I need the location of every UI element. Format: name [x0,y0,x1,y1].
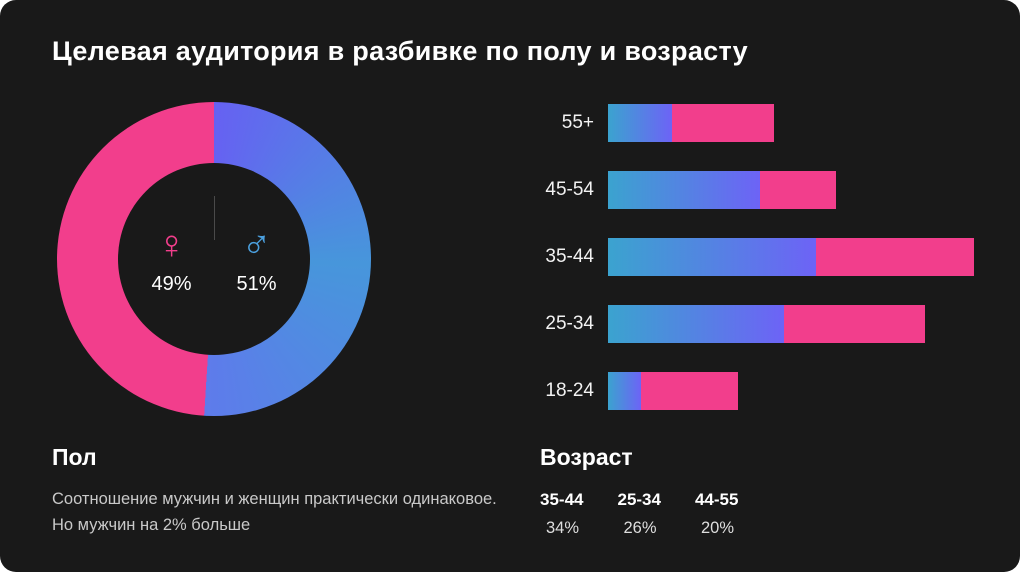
age-bars: 55+ 45-54 35-44 25-34 18-24 [528,104,998,439]
gender-male-stat: ♂ 51% [237,223,277,296]
age-bar-row: 55+ [528,104,998,142]
female-percent: 49% [151,272,192,295]
age-bar-row: 35-44 [528,238,998,276]
age-bar-label: 18-24 [545,380,594,401]
age-stat-label: 44-55 [694,490,739,509]
age-bar-label: 45-54 [545,179,594,200]
age-bar [608,372,738,410]
age-bar-row: 25-34 [528,305,998,343]
age-stat-label: 35-44 [540,490,584,509]
age-bar-label: 25-34 [545,313,594,334]
age-stats: 35-44 34% 25-34 26% 44-55 20% [540,490,738,538]
age-stat-value: 20% [700,519,734,537]
gender-donut-hole [118,163,310,355]
page-title: Целевая аудитория в разбивке по полу и в… [52,36,748,66]
age-bar-blue-segment [608,305,784,343]
age-stat-label: 25-34 [617,490,661,509]
age-bar-row: 18-24 [528,372,998,410]
gender-donut-ring: ♀ 49% ♂ 51% [57,102,371,416]
gender-female-stat: ♀ 49% [151,223,191,296]
female-icon: ♀ [156,222,187,267]
age-bar [608,171,836,209]
age-bar-blue-segment [608,171,760,209]
age-bar-label: 35-44 [545,246,594,267]
age-stat: 35-44 34% [540,490,583,538]
age-bar-pink-segment [784,305,925,343]
gender-section-heading: Пол [52,444,97,470]
age-bar-label: 55+ [561,112,594,133]
age-bar-blue-segment [608,104,672,142]
age-stat-value: 34% [546,519,580,537]
age-stat: 25-34 26% [617,490,660,538]
age-bar [608,104,774,142]
age-bar-row: 45-54 [528,171,998,209]
age-stat: 44-55 20% [695,490,738,538]
age-bar [608,238,974,276]
male-icon: ♂ [241,222,272,267]
age-bar-pink-segment [672,104,774,142]
age-bar-pink-segment [641,372,738,410]
divider [213,196,215,240]
gender-section-description: Соотношение мужчин и женщин практически … [52,490,497,534]
age-bar-blue-segment [608,372,641,410]
gender-donut-center: ♀ 49% ♂ 51% [57,102,371,416]
male-percent: 51% [236,272,277,295]
age-bar-pink-segment [816,238,974,276]
age-bar [608,305,925,343]
age-stat-value: 26% [623,519,657,537]
age-bar-pink-segment [760,171,836,209]
age-bar-blue-segment [608,238,816,276]
age-section-heading: Возраст [540,444,633,470]
